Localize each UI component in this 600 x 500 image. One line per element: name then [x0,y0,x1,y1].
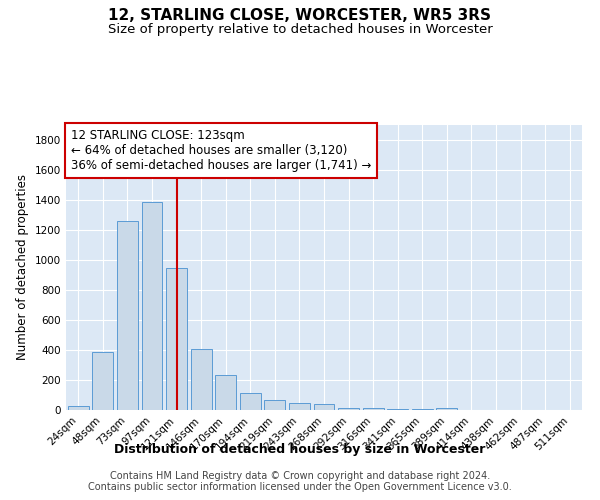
Bar [412,408,433,410]
Bar [191,348,212,410]
Bar [68,406,89,410]
Text: 12 STARLING CLOSE: 123sqm
← 64% of detached houses are smaller (3,120)
36% of se: 12 STARLING CLOSE: 123sqm ← 64% of detac… [71,130,371,172]
Text: Size of property relative to detached houses in Worcester: Size of property relative to detached ho… [107,22,493,36]
Bar [117,221,138,410]
Bar [240,393,261,410]
Text: Contains HM Land Registry data © Crown copyright and database right 2024.
Contai: Contains HM Land Registry data © Crown c… [88,471,512,492]
Bar [92,352,113,410]
Bar [338,408,359,410]
Bar [265,400,286,410]
Bar [436,408,457,410]
Text: Distribution of detached houses by size in Worcester: Distribution of detached houses by size … [115,442,485,456]
Bar [362,408,383,410]
Bar [289,402,310,410]
Bar [166,268,187,410]
Y-axis label: Number of detached properties: Number of detached properties [16,174,29,360]
Bar [314,404,334,410]
Bar [215,375,236,410]
Text: 12, STARLING CLOSE, WORCESTER, WR5 3RS: 12, STARLING CLOSE, WORCESTER, WR5 3RS [109,8,491,22]
Bar [387,408,408,410]
Bar [142,202,163,410]
